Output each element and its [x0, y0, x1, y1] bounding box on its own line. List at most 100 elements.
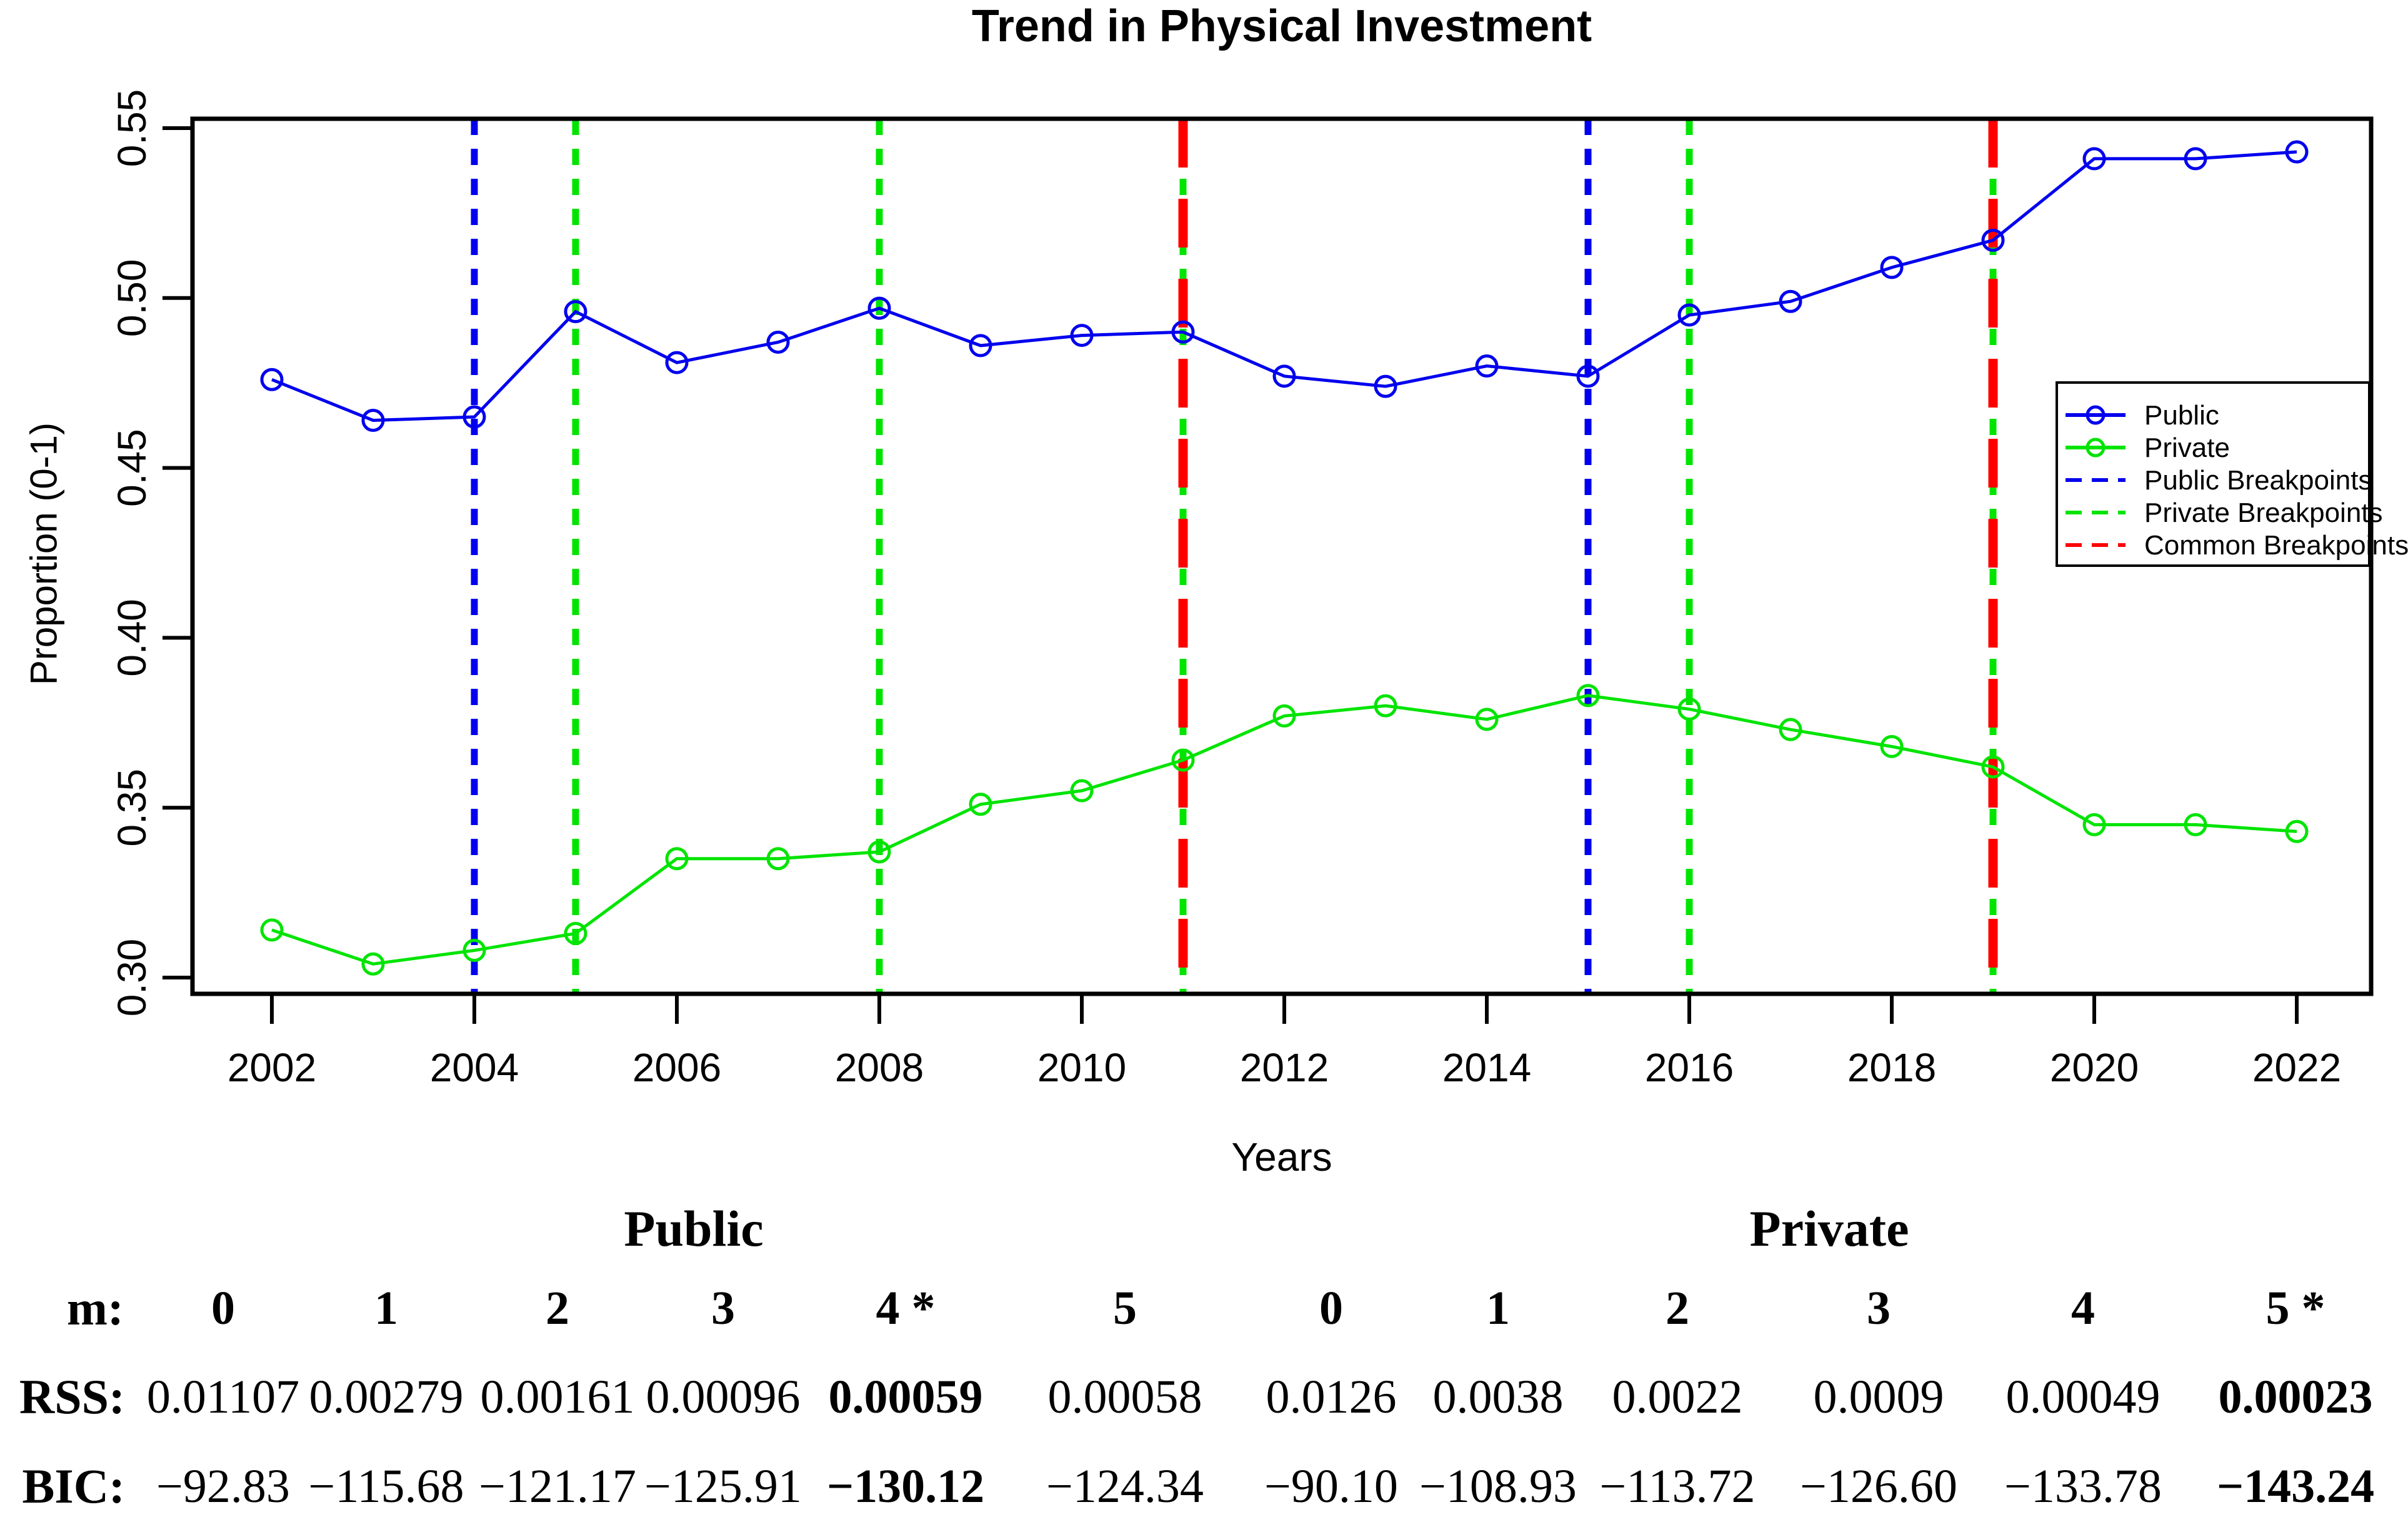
series-line [271, 150, 2297, 423]
data-point-marker [1070, 324, 1094, 348]
chart-title: Trend in Physical Investment [971, 1, 1592, 51]
table-m-value: 4 * [876, 1282, 936, 1334]
table-rss-value: 0.00023 [2218, 1371, 2373, 1423]
y-tick-label: 0.35 [109, 769, 154, 847]
table-rss-value: 0.00058 [1047, 1371, 1202, 1423]
data-point-marker [462, 405, 486, 429]
data-point-marker [1779, 289, 1802, 313]
table-rss-value: 0.0038 [1432, 1371, 1564, 1423]
data-point-marker [867, 840, 891, 864]
data-point-marker [1374, 374, 1397, 398]
x-tick-label: 2006 [632, 1045, 721, 1090]
y-tick-label: 0.50 [109, 259, 154, 338]
series-public [260, 140, 2309, 432]
table-m-value: 2 [1666, 1282, 1689, 1334]
table-bic-value: −113.72 [1599, 1460, 1756, 1513]
x-axis-title: Years [1231, 1134, 1332, 1179]
y-tick-label: 0.55 [109, 89, 154, 168]
data-point-marker [1171, 320, 1195, 344]
table-row-label-m: m: [67, 1281, 124, 1335]
plot-border [190, 116, 2374, 996]
x-tick-label: 2002 [227, 1045, 316, 1090]
table-group-title-private: Private [1749, 1200, 1909, 1257]
data-point-marker [1981, 755, 2005, 779]
data-point-marker [1779, 718, 1802, 741]
table-bic-value: −124.34 [1046, 1460, 1204, 1513]
data-point-marker [1880, 734, 1904, 758]
data-point-marker [1576, 684, 1600, 708]
table-m-value: 1 [1486, 1282, 1510, 1334]
data-point-marker [1171, 748, 1195, 772]
table-m-value: 1 [374, 1282, 398, 1334]
table-m-value: 4 [2071, 1282, 2095, 1334]
data-point-marker [665, 847, 689, 871]
data-point-marker [1272, 364, 1296, 388]
table-bic-value: −133.78 [2004, 1460, 2162, 1513]
data-point-marker [2184, 813, 2207, 836]
table-row-label-rss: RSS: [19, 1369, 125, 1424]
table-rss-value: 0.00059 [828, 1371, 983, 1423]
data-point-marker [766, 330, 790, 354]
table-m-value: 0 [211, 1282, 235, 1334]
data-point-marker [260, 918, 284, 942]
legend-marker-sample [2086, 438, 2106, 458]
table-bic-value: −92.83 [156, 1460, 290, 1513]
table-bic-value: −115.68 [308, 1460, 464, 1513]
table-rss-value: 0.0009 [1813, 1371, 1944, 1423]
data-point-marker [2082, 147, 2106, 171]
legend-marker-sample [2086, 405, 2106, 425]
chart-plot-area: 2002 2004 2006 2008 2010 2012 2014 2016 2018 2020… [109, 89, 2408, 1090]
x-tick-label: 2020 [2050, 1045, 2139, 1090]
table-row-label-bic: BIC: [22, 1459, 125, 1513]
table-m-value: 3 [1867, 1282, 1891, 1334]
data-point-marker [1475, 708, 1499, 731]
legend-box [2056, 381, 2371, 567]
x-tick-label: 2016 [1645, 1045, 1734, 1090]
table-group-title-public: Public [624, 1200, 764, 1257]
data-point-marker [2184, 147, 2207, 171]
model-selection-table: m: RSS: BIC: Public 0 1 2 3 4 * 5 0.01107 0.0027… [0, 1188, 2408, 1527]
table-rss-value: 0.00049 [2006, 1371, 2161, 1423]
data-point-marker [1677, 303, 1701, 327]
data-point-marker [969, 334, 992, 358]
table-m-value: 2 [546, 1282, 569, 1334]
table-bic-value: −108.93 [1419, 1460, 1577, 1513]
y-tick-label: 0.40 [109, 599, 154, 677]
data-point-marker [867, 296, 891, 320]
table-rss-value: 0.00096 [646, 1371, 801, 1423]
data-point-marker [766, 847, 790, 871]
data-point-marker [1981, 228, 2005, 252]
x-tick-label: 2012 [1240, 1045, 1329, 1090]
data-point-marker [2285, 140, 2309, 164]
legend-label: Private [2144, 433, 2230, 463]
table-m-value: 0 [1319, 1282, 1343, 1334]
table-bic-value: −126.60 [1800, 1460, 1957, 1513]
data-point-marker [462, 939, 486, 963]
data-point-marker [1374, 694, 1397, 718]
x-tick-label: 2022 [2252, 1045, 2341, 1090]
table-bic-value: −90.10 [1264, 1460, 1398, 1513]
y-axis-title: Proportion (0-1) [22, 422, 65, 686]
x-tick-label: 2014 [1442, 1045, 1531, 1090]
data-point-marker [665, 351, 689, 374]
data-point-marker [361, 952, 385, 976]
breakpoint-lines [471, 119, 1998, 994]
y-tick-label: 0.45 [109, 429, 154, 507]
data-point-marker [1576, 364, 1600, 388]
data-point-marker [1677, 698, 1701, 721]
legend-label: Private Breakpoints [2144, 498, 2383, 528]
x-tick-label: 2010 [1037, 1045, 1126, 1090]
data-point-marker [564, 921, 587, 945]
data-point-marker [1880, 256, 1904, 279]
x-axis-ticks: 2002 2004 2006 2008 2010 2012 2014 2016 2018 2020… [227, 994, 2341, 1090]
table-rss-value: 0.00279 [309, 1371, 464, 1423]
table-rss-value: 0.01107 [146, 1371, 300, 1423]
x-tick-label: 2004 [430, 1045, 519, 1090]
legend-label: Common Breakpoints [2144, 530, 2408, 561]
table-bic-value: −121.17 [479, 1460, 636, 1513]
table-m-value: 5 [1113, 1282, 1137, 1334]
legend-label: Public Breakpoints [2144, 465, 2372, 496]
data-point-marker [361, 408, 385, 432]
